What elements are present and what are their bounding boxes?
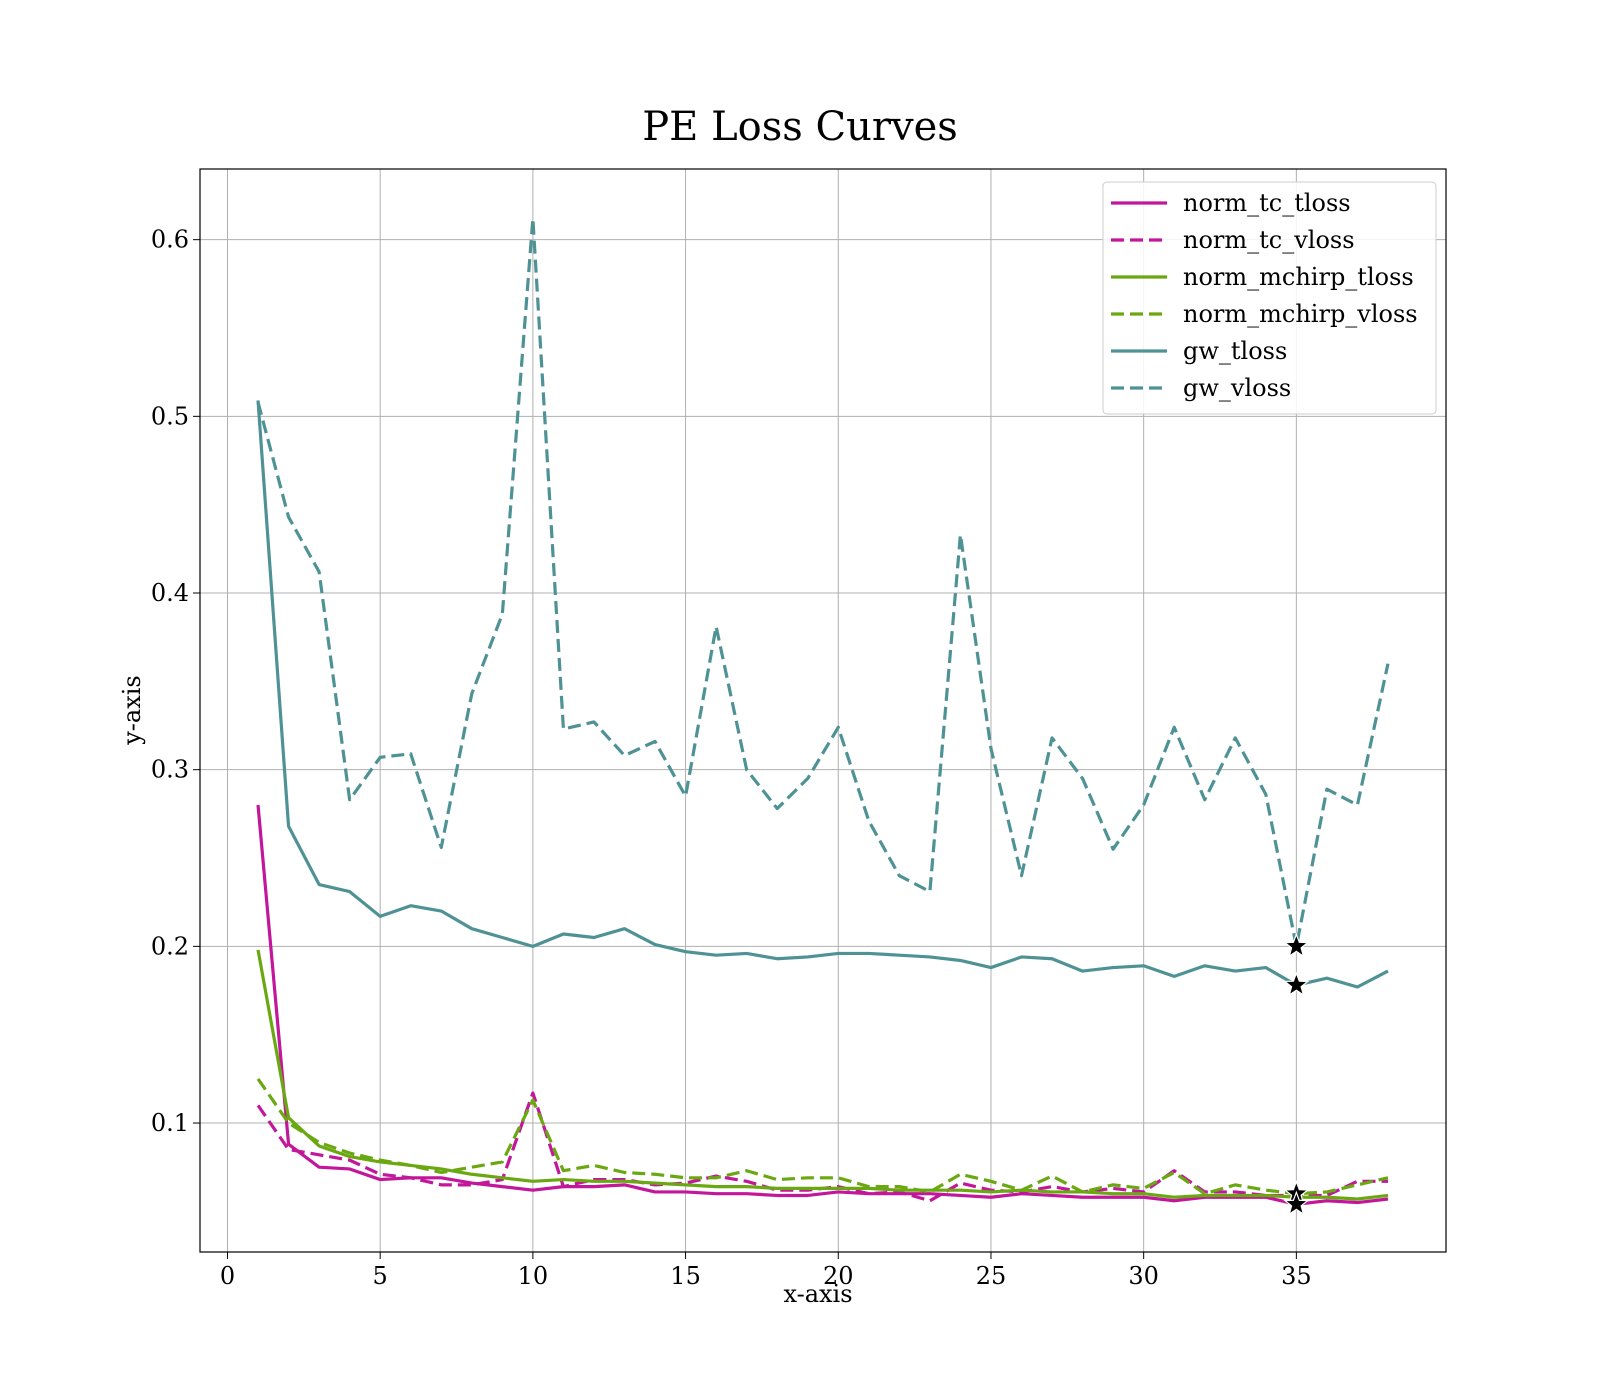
series-line-norm-tc-tloss — [256, 804, 1389, 1206]
chart-title: PE Loss Curves — [642, 104, 958, 150]
y-tick-label: 0.6 — [151, 226, 189, 254]
x-tick-label: 25 — [976, 1262, 1007, 1290]
x-tick-label: 0 — [220, 1262, 235, 1290]
series-line-gw-vloss — [256, 216, 1390, 948]
series-line-norm-mchirp-tloss — [256, 949, 1389, 1201]
legend-label: norm_tc_vloss — [1183, 226, 1355, 254]
y-tick-label: 0.1 — [151, 1109, 189, 1137]
best-epoch-markers — [1283, 932, 1310, 1216]
legend-label: norm_tc_tloss — [1183, 189, 1351, 217]
x-tick-label: 10 — [518, 1262, 549, 1290]
y-tick-label: 0.4 — [151, 579, 189, 607]
y-tick-label: 0.2 — [151, 932, 189, 960]
star-marker — [1283, 932, 1310, 958]
x-tick-label: 15 — [670, 1262, 701, 1290]
legend: norm_tc_tloss norm_tc_vloss norm_mchirp_tl… — [1102, 181, 1437, 415]
legend-label: gw_tloss — [1183, 337, 1287, 365]
x-ticks: 0 5 10 15 20 25 30 35 — [220, 1252, 1312, 1290]
x-tick-label: 35 — [1281, 1262, 1312, 1290]
y-tick-label: 0.5 — [151, 402, 189, 430]
legend-label: norm_mchirp_tloss — [1183, 263, 1414, 291]
y-tick-label: 0.3 — [151, 756, 189, 784]
x-tick-label: 20 — [823, 1262, 854, 1290]
series-lines — [256, 216, 1390, 1206]
series-line-norm-mchirp-vloss — [256, 1077, 1389, 1196]
legend-label: gw_vloss — [1183, 374, 1291, 402]
plot-frame — [199, 168, 1447, 1253]
y-axis-label: y-axis — [118, 675, 146, 746]
star-marker — [1283, 1190, 1310, 1216]
x-axis-label: x-axis — [783, 1280, 852, 1308]
legend-box — [1102, 181, 1437, 415]
y-ticks: 0.1 0.2 0.3 0.4 0.5 0.6 — [151, 226, 200, 1137]
legend-label: norm_mchirp_vloss — [1183, 300, 1418, 328]
series-line-gw-tloss — [256, 400, 1389, 989]
star-marker — [1283, 971, 1310, 997]
x-tick-label: 5 — [373, 1262, 388, 1290]
x-tick-label: 30 — [1128, 1262, 1159, 1290]
